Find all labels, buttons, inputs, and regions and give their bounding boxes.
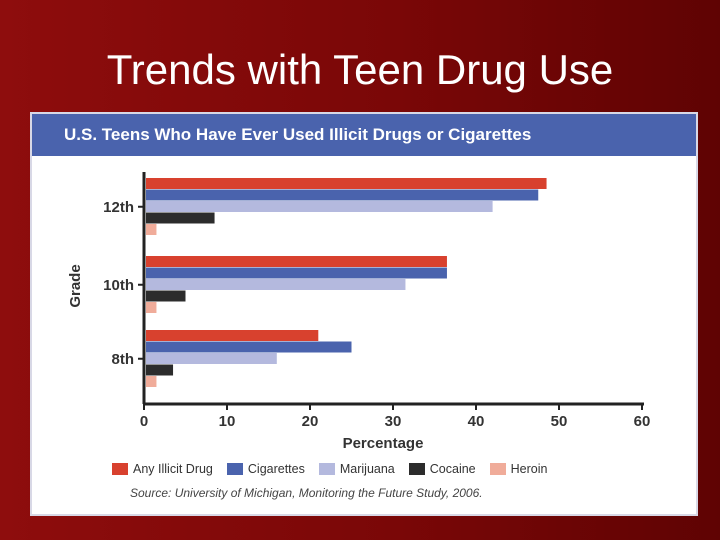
chart-legend: Any Illicit Drug Cigarettes Marijuana Cocai… — [112, 460, 547, 478]
x-tick-label: 20 — [302, 413, 319, 430]
legend-item: Marijuana — [318, 462, 395, 476]
bar — [146, 224, 157, 235]
source-note: Source: University of Michigan, Monitori… — [130, 486, 483, 500]
bar — [146, 364, 174, 376]
chart-figure: 0 10 20 30 40 50 60 12th 10th 8th Grade Percentage … — [30, 112, 698, 516]
x-tick-label: 50 — [551, 413, 568, 430]
legend-swatch — [318, 463, 335, 475]
bar — [146, 341, 352, 353]
legend-label: Cigarettes — [247, 462, 305, 476]
legend-item: Any Illicit Drug — [112, 462, 213, 476]
bar — [146, 279, 406, 290]
bar — [146, 376, 157, 387]
legend-label: Any Illicit Drug — [133, 462, 213, 476]
x-tick-label: 60 — [634, 413, 651, 430]
y-axis-label: Grade — [67, 264, 84, 307]
bar — [146, 353, 277, 364]
x-tick-label: 10 — [219, 413, 236, 430]
bar — [146, 178, 547, 189]
bar — [146, 212, 215, 224]
x-axis-label: Percentage — [343, 435, 424, 452]
legend-item: Cigarettes — [226, 462, 305, 476]
bar — [146, 201, 493, 212]
slide-title: Trends with Teen Drug Use — [106, 46, 614, 93]
bar-chart: 0 10 20 30 40 50 60 12th 10th 8th Grade Percentage — [67, 172, 651, 452]
legend-item: Cocaine — [408, 462, 476, 476]
y-tick-label: 12th — [103, 199, 134, 216]
x-tick-label: 40 — [468, 413, 485, 430]
legend-item: Heroin — [489, 462, 548, 476]
bar — [146, 330, 319, 341]
chart-title: U.S. Teens Who Have Ever Used Illicit Dr… — [32, 114, 696, 156]
legend-label: Cocaine — [429, 462, 476, 476]
bar — [146, 267, 447, 279]
bar — [146, 256, 447, 267]
legend-swatch — [226, 463, 243, 475]
x-tick-label: 30 — [385, 413, 402, 430]
legend-label: Marijuana — [339, 462, 395, 476]
legend-swatch — [489, 463, 506, 475]
bar — [146, 290, 186, 302]
legend-swatch — [408, 463, 425, 475]
y-tick-label: 8th — [112, 351, 135, 368]
bar — [146, 302, 157, 313]
legend-swatch — [112, 463, 128, 475]
legend-label: Heroin — [510, 462, 548, 476]
bar — [146, 189, 539, 201]
y-tick-label: 10th — [103, 277, 134, 294]
x-tick-label: 0 — [140, 413, 148, 430]
